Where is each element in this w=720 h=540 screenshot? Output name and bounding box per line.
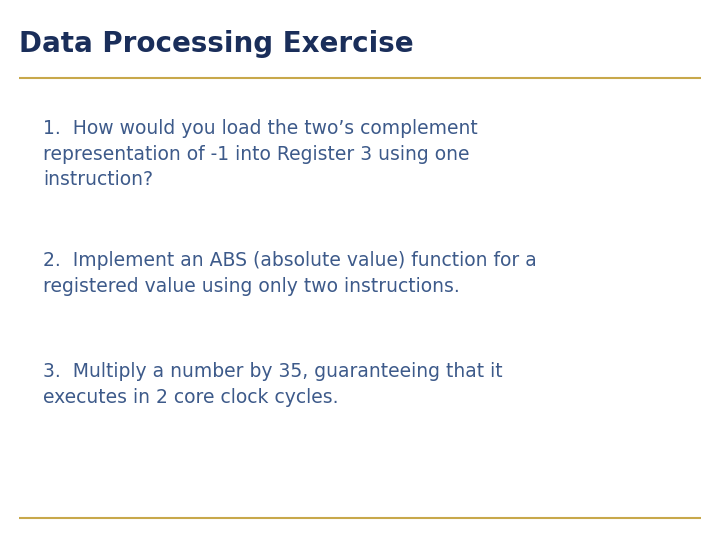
Text: Data Processing Exercise: Data Processing Exercise: [19, 30, 414, 58]
Text: 2.  Implement an ABS (absolute value) function for a
registered value using only: 2. Implement an ABS (absolute value) fun…: [43, 251, 537, 296]
Text: 3.  Multiply a number by 35, guaranteeing that it
executes in 2 core clock cycle: 3. Multiply a number by 35, guaranteeing…: [43, 362, 503, 407]
Text: 1.  How would you load the two’s complement
representation of -1 into Register 3: 1. How would you load the two’s compleme…: [43, 119, 478, 190]
